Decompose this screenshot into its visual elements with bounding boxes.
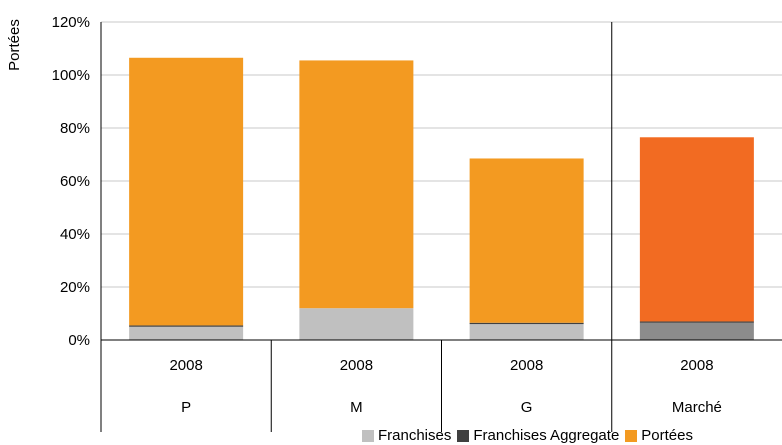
legend-item-portees: Portées: [625, 427, 693, 444]
bar-segment: [129, 325, 244, 327]
category-label: Marché: [672, 399, 722, 416]
bar-segment: [639, 321, 754, 323]
bar-segment: [639, 322, 754, 340]
category-label: P: [181, 399, 191, 416]
bars: [129, 57, 754, 340]
bar-segment: [299, 308, 414, 340]
y-tick-label: 20%: [60, 279, 90, 296]
legend-label-franchises: Franchises: [378, 427, 452, 444]
category-label: G: [521, 399, 533, 416]
y-axis-label: Portées: [6, 19, 23, 71]
legend-swatch-portees: [625, 429, 638, 442]
legend-label-franchises-aggregate: Franchises Aggregate: [473, 427, 620, 444]
legend-swatch-franchises-aggregate: [457, 429, 470, 442]
bar-segment: [469, 322, 584, 325]
bar-segment: [129, 326, 244, 340]
y-tick-label: 0%: [68, 332, 90, 349]
category-labels: 2008 P 2008 M 2008 G 2008 Marché: [169, 357, 721, 416]
bar-segment: [129, 57, 244, 326]
legend-item-franchises: Franchises: [362, 427, 451, 444]
bar-segment: [469, 158, 584, 323]
y-tick-label: 100%: [52, 67, 90, 84]
category-label: M: [350, 399, 363, 416]
category-year-label: 2008: [680, 357, 713, 374]
bar-segment: [639, 137, 754, 322]
bar-segment: [299, 60, 414, 309]
y-tick-label: 60%: [60, 173, 90, 190]
bar-segment: [469, 324, 584, 340]
category-year-label: 2008: [169, 357, 202, 374]
legend-label-portees: Portées: [641, 427, 693, 444]
legend-swatch-franchises: [362, 429, 374, 442]
y-tick-label: 40%: [60, 226, 90, 243]
category-year-label: 2008: [510, 357, 543, 374]
legend-item-franchises-aggregate: Franchises Aggregate: [457, 427, 619, 444]
y-tick-label: 120%: [52, 14, 90, 31]
axes: [100, 22, 782, 432]
category-year-label: 2008: [340, 357, 373, 374]
y-tick-labels: 0% 20% 40% 60% 80% 100% 120%: [52, 14, 90, 349]
legend: Franchises Franchises Aggregate Portées: [362, 427, 695, 444]
y-tick-label: 80%: [60, 120, 90, 137]
